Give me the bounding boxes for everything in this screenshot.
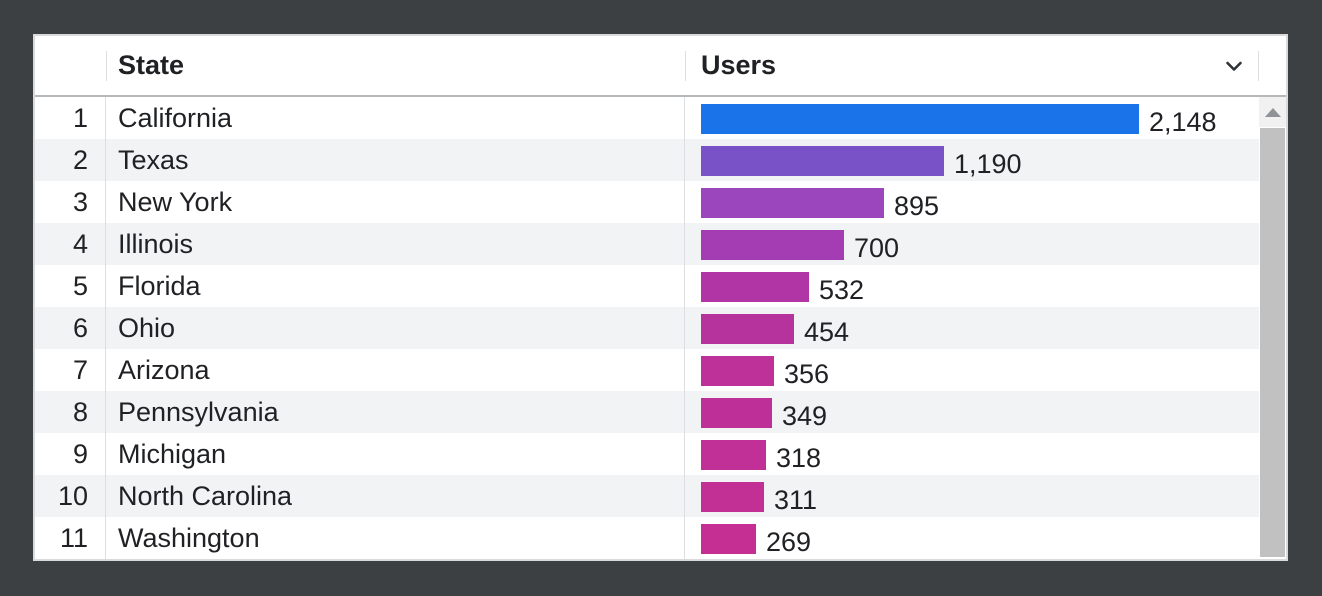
- users-value: 1,190: [954, 148, 1022, 179]
- header-divider: [106, 51, 107, 81]
- table-row: 11 Washington 269: [35, 517, 1259, 559]
- row-state: Texas: [106, 139, 685, 181]
- users-bar: [701, 187, 884, 218]
- row-users-cell: 311: [685, 475, 1259, 517]
- table-row: 6 Ohio 454: [35, 307, 1259, 349]
- table-row: 3 New York 895: [35, 181, 1259, 223]
- users-value: 349: [782, 400, 828, 431]
- row-state: North Carolina: [106, 475, 685, 517]
- users-value: 532: [819, 274, 865, 305]
- row-users-cell: 356: [685, 349, 1259, 391]
- row-users-cell: 318: [685, 433, 1259, 475]
- users-value: 318: [776, 442, 822, 473]
- row-rank: 2: [35, 139, 106, 181]
- table-body: 1 California 2,148 2 Texas 1,190 3 New Y…: [35, 97, 1286, 559]
- row-rank: 5: [35, 265, 106, 307]
- scrollbar-thumb[interactable]: [1260, 128, 1285, 557]
- scrollbar-up-button[interactable]: [1259, 97, 1286, 127]
- table-row: 2 Texas 1,190: [35, 139, 1259, 181]
- users-bar: [701, 355, 774, 386]
- row-rank: 3: [35, 181, 106, 223]
- users-bar: [701, 103, 1139, 134]
- users-value: 311: [774, 484, 818, 515]
- users-value: 356: [784, 358, 830, 389]
- row-users-cell: 269: [685, 517, 1259, 559]
- row-state: New York: [106, 181, 685, 223]
- row-state: Washington: [106, 517, 685, 559]
- table-row: 1 California 2,148: [35, 97, 1259, 139]
- chevron-down-icon[interactable]: [1222, 54, 1246, 78]
- users-value: 2,148: [1149, 106, 1217, 137]
- users-bar: [701, 523, 756, 554]
- vertical-scrollbar[interactable]: [1259, 97, 1286, 559]
- users-bar: [701, 313, 794, 344]
- header-divider: [1258, 51, 1259, 81]
- header-state-cell[interactable]: State: [106, 50, 685, 81]
- table-row: 9 Michigan 318: [35, 433, 1259, 475]
- header-users-cell[interactable]: Users: [685, 36, 1286, 95]
- row-rank: 7: [35, 349, 106, 391]
- table-row: 8 Pennsylvania 349: [35, 391, 1259, 433]
- table-row: 7 Arizona 356: [35, 349, 1259, 391]
- row-users-cell: 454: [685, 307, 1259, 349]
- header-divider: [685, 51, 686, 81]
- row-state: Florida: [106, 265, 685, 307]
- table-rows: 1 California 2,148 2 Texas 1,190 3 New Y…: [35, 97, 1259, 559]
- row-rank: 10: [35, 475, 106, 517]
- row-rank: 9: [35, 433, 106, 475]
- row-rank: 8: [35, 391, 106, 433]
- state-column-header[interactable]: State: [118, 50, 185, 80]
- row-state: Illinois: [106, 223, 685, 265]
- users-bar: [701, 229, 844, 260]
- users-value: 895: [894, 190, 940, 221]
- users-bar: [701, 145, 944, 176]
- users-bar: [701, 481, 764, 512]
- users-value: 454: [804, 316, 850, 347]
- row-rank: 1: [35, 97, 106, 139]
- row-state: California: [106, 97, 685, 139]
- users-column-header[interactable]: Users: [701, 50, 777, 80]
- table-row: 4 Illinois 700: [35, 223, 1259, 265]
- users-bar: [701, 271, 809, 302]
- row-state: Ohio: [106, 307, 685, 349]
- row-state: Arizona: [106, 349, 685, 391]
- users-value: 700: [854, 232, 900, 263]
- row-users-cell: 349: [685, 391, 1259, 433]
- users-bar: [701, 439, 766, 470]
- row-users-cell: 1,190: [685, 139, 1259, 181]
- row-rank: 6: [35, 307, 106, 349]
- row-state: Michigan: [106, 433, 685, 475]
- users-by-state-table: State Users 1 California 2,148 2 Texas 1…: [33, 34, 1288, 561]
- row-state: Pennsylvania: [106, 391, 685, 433]
- row-rank: 11: [35, 517, 106, 559]
- users-bar: [701, 397, 772, 428]
- row-users-cell: 532: [685, 265, 1259, 307]
- table-header-row: State Users: [35, 36, 1286, 97]
- table-row: 5 Florida 532: [35, 265, 1259, 307]
- row-users-cell: 700: [685, 223, 1259, 265]
- row-users-cell: 895: [685, 181, 1259, 223]
- row-users-cell: 2,148: [685, 97, 1259, 139]
- users-value: 269: [766, 526, 812, 557]
- row-rank: 4: [35, 223, 106, 265]
- table-row: 10 North Carolina 311: [35, 475, 1259, 517]
- scroll-up-arrow-icon: [1264, 107, 1281, 117]
